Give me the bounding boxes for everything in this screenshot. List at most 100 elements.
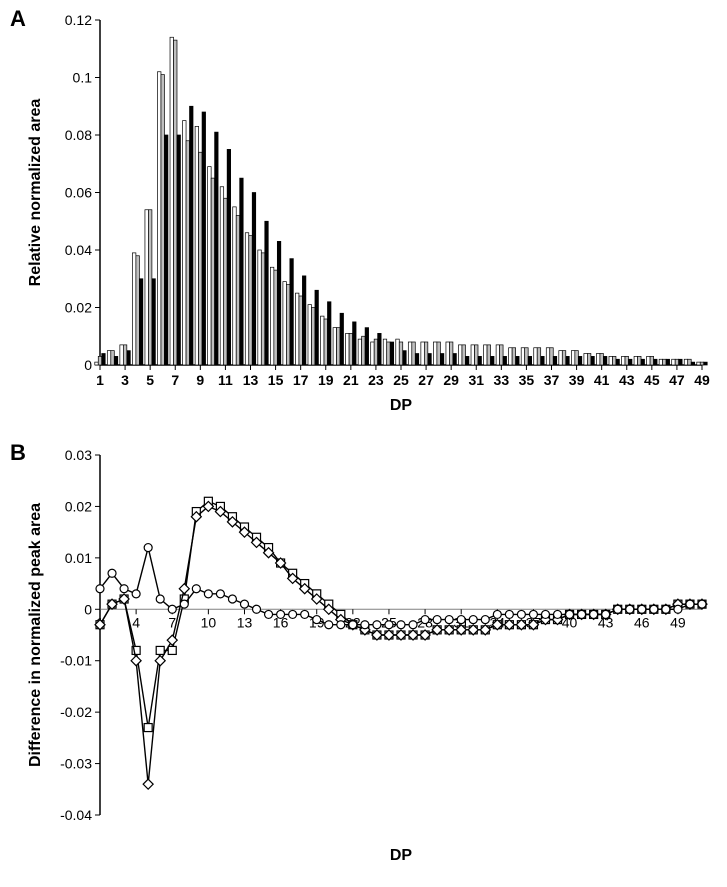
svg-text:10: 10 xyxy=(201,614,217,630)
svg-text:43: 43 xyxy=(619,372,635,388)
bar-gray xyxy=(550,348,553,365)
bar-gray xyxy=(349,333,352,365)
bar-gray xyxy=(274,270,277,365)
bar-gray xyxy=(224,198,227,365)
bar-gray xyxy=(512,348,515,365)
bar-white xyxy=(471,345,474,365)
bar-black xyxy=(190,106,193,365)
bar-white xyxy=(95,362,98,365)
panel-b-ylabel: Difference in normalized peak area xyxy=(27,503,44,767)
bar-black xyxy=(177,135,180,365)
bar-white xyxy=(157,72,160,365)
bar-white xyxy=(697,362,700,365)
bar-black xyxy=(591,356,594,365)
bar-black xyxy=(704,362,707,365)
bar-white xyxy=(170,37,173,365)
bar-black xyxy=(252,193,255,366)
bar-white xyxy=(584,354,587,366)
bar-white xyxy=(358,339,361,365)
bar-white xyxy=(183,121,186,365)
bar-gray xyxy=(625,356,628,365)
bar-white xyxy=(107,351,110,365)
bar-white xyxy=(283,282,286,365)
bar-white xyxy=(346,333,349,365)
bar-black xyxy=(453,354,456,366)
bar-gray xyxy=(249,236,252,365)
bar-gray xyxy=(211,178,214,365)
bar-gray xyxy=(612,356,615,365)
bar-black xyxy=(265,221,268,365)
bar-gray xyxy=(575,351,578,365)
bar-black xyxy=(315,290,318,365)
bar-white xyxy=(208,167,211,365)
bar-black xyxy=(277,241,280,365)
bar-white xyxy=(446,342,449,365)
bar-gray xyxy=(424,342,427,365)
bar-white xyxy=(534,348,537,365)
bar-white xyxy=(433,342,436,365)
bar-gray xyxy=(638,356,641,365)
bar-gray xyxy=(199,152,202,365)
svg-text:11: 11 xyxy=(218,372,233,388)
bar-white xyxy=(145,210,148,365)
bar-black xyxy=(302,276,305,365)
panel-b-label: B xyxy=(10,440,26,465)
bar-black xyxy=(327,302,330,365)
bar-black xyxy=(578,356,581,365)
bar-gray xyxy=(299,296,302,365)
bar-black xyxy=(215,132,218,365)
bar-gray xyxy=(399,342,402,365)
bar-white xyxy=(647,356,650,365)
bar-white xyxy=(408,342,411,365)
svg-text:37: 37 xyxy=(544,372,560,388)
panel-a-chart: 00.020.040.060.080.10.121357911131517192… xyxy=(0,0,727,420)
bar-gray xyxy=(148,210,151,365)
bar-white xyxy=(634,356,637,365)
bar-gray xyxy=(186,141,189,365)
svg-text:13: 13 xyxy=(237,614,253,630)
svg-text:0.01: 0.01 xyxy=(65,550,92,566)
svg-text:5: 5 xyxy=(146,372,154,388)
bar-black xyxy=(666,359,669,365)
bar-white xyxy=(132,253,135,365)
bar-white xyxy=(571,351,574,365)
bar-gray xyxy=(587,354,590,366)
bar-gray xyxy=(500,345,503,365)
svg-text:29: 29 xyxy=(443,372,459,388)
bar-white xyxy=(559,351,562,365)
bar-gray xyxy=(374,339,377,365)
bar-gray xyxy=(462,345,465,365)
svg-text:27: 27 xyxy=(418,372,434,388)
bar-gray xyxy=(337,328,340,365)
bar-white xyxy=(270,267,273,365)
bar-white xyxy=(622,356,625,365)
bar-gray xyxy=(111,351,114,365)
svg-text:0.1: 0.1 xyxy=(73,70,93,86)
bar-white xyxy=(509,348,512,365)
bar-white xyxy=(672,359,675,365)
svg-text:19: 19 xyxy=(318,372,334,388)
bar-black xyxy=(440,354,443,366)
bar-white xyxy=(684,359,687,365)
bar-black xyxy=(403,351,406,365)
bar-black xyxy=(202,112,205,365)
svg-text:0.04: 0.04 xyxy=(65,242,92,258)
bar-gray xyxy=(525,348,528,365)
bar-black xyxy=(641,359,644,365)
bar-black xyxy=(516,356,519,365)
svg-text:0: 0 xyxy=(84,357,92,373)
panel-a-xlabel: DP xyxy=(390,397,413,414)
bar-black xyxy=(415,354,418,366)
bar-black xyxy=(365,328,368,365)
svg-text:31: 31 xyxy=(468,372,484,388)
bar-white xyxy=(383,339,386,365)
bar-white xyxy=(609,356,612,365)
bar-black xyxy=(340,313,343,365)
bar-black xyxy=(290,259,293,365)
bar-black xyxy=(353,322,356,365)
bar-gray xyxy=(261,253,264,365)
bar-gray xyxy=(161,75,164,365)
bar-gray xyxy=(174,40,177,365)
bar-white xyxy=(546,348,549,365)
panel-b-xlabel: DP xyxy=(390,847,413,864)
